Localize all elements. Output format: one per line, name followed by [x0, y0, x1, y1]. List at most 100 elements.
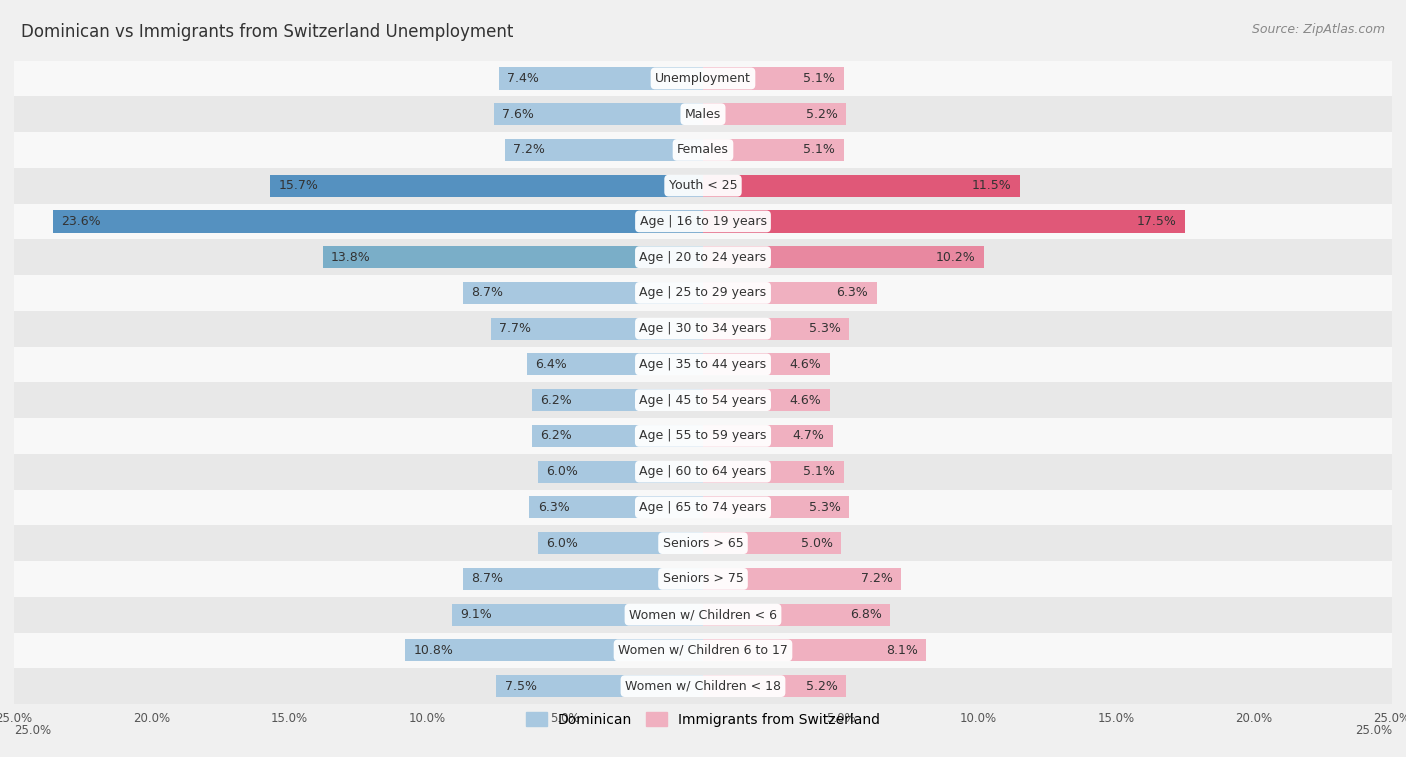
- Bar: [703, 603, 890, 626]
- Text: 6.0%: 6.0%: [546, 537, 578, 550]
- Text: Males: Males: [685, 107, 721, 120]
- Text: 5.1%: 5.1%: [803, 465, 835, 478]
- Bar: [14, 382, 1392, 418]
- Text: Age | 60 to 64 years: Age | 60 to 64 years: [640, 465, 766, 478]
- Bar: [530, 497, 703, 519]
- Text: Age | 16 to 19 years: Age | 16 to 19 years: [640, 215, 766, 228]
- Text: 15.7%: 15.7%: [278, 179, 319, 192]
- Text: 25.0%: 25.0%: [14, 724, 51, 737]
- Bar: [505, 139, 703, 161]
- Bar: [703, 497, 849, 519]
- Bar: [14, 96, 1392, 132]
- Bar: [14, 668, 1392, 704]
- Text: 13.8%: 13.8%: [330, 251, 371, 263]
- Bar: [14, 525, 1392, 561]
- Text: 7.6%: 7.6%: [502, 107, 534, 120]
- Bar: [463, 568, 703, 590]
- Bar: [14, 597, 1392, 633]
- Bar: [405, 640, 703, 662]
- Text: Age | 45 to 54 years: Age | 45 to 54 years: [640, 394, 766, 407]
- Text: 7.4%: 7.4%: [508, 72, 540, 85]
- Bar: [499, 67, 703, 89]
- Text: Women w/ Children < 6: Women w/ Children < 6: [628, 608, 778, 621]
- Text: 9.1%: 9.1%: [461, 608, 492, 621]
- Text: Source: ZipAtlas.com: Source: ZipAtlas.com: [1251, 23, 1385, 36]
- Legend: Dominican, Immigrants from Switzerland: Dominican, Immigrants from Switzerland: [520, 706, 886, 733]
- Text: 6.3%: 6.3%: [837, 286, 869, 300]
- Bar: [703, 67, 844, 89]
- Bar: [14, 633, 1392, 668]
- Bar: [14, 132, 1392, 168]
- Text: 8.1%: 8.1%: [886, 644, 918, 657]
- Bar: [703, 318, 849, 340]
- Text: Age | 35 to 44 years: Age | 35 to 44 years: [640, 358, 766, 371]
- Bar: [527, 354, 703, 375]
- Bar: [703, 103, 846, 125]
- Text: 7.2%: 7.2%: [862, 572, 893, 585]
- Text: 6.8%: 6.8%: [851, 608, 882, 621]
- Text: 5.3%: 5.3%: [808, 322, 841, 335]
- Bar: [491, 318, 703, 340]
- Bar: [703, 389, 830, 411]
- Bar: [537, 532, 703, 554]
- Bar: [494, 103, 703, 125]
- Bar: [531, 425, 703, 447]
- Text: 6.0%: 6.0%: [546, 465, 578, 478]
- Bar: [703, 210, 1185, 232]
- Bar: [14, 239, 1392, 275]
- Bar: [52, 210, 703, 232]
- Text: Age | 25 to 29 years: Age | 25 to 29 years: [640, 286, 766, 300]
- Bar: [14, 418, 1392, 453]
- Bar: [14, 311, 1392, 347]
- Bar: [14, 204, 1392, 239]
- Bar: [14, 347, 1392, 382]
- Bar: [703, 532, 841, 554]
- Text: Seniors > 75: Seniors > 75: [662, 572, 744, 585]
- Text: 11.5%: 11.5%: [972, 179, 1012, 192]
- Text: 4.7%: 4.7%: [793, 429, 824, 442]
- Bar: [703, 246, 984, 268]
- Bar: [703, 175, 1019, 197]
- Text: Dominican vs Immigrants from Switzerland Unemployment: Dominican vs Immigrants from Switzerland…: [21, 23, 513, 41]
- Bar: [537, 460, 703, 483]
- Bar: [14, 490, 1392, 525]
- Bar: [323, 246, 703, 268]
- Bar: [703, 354, 830, 375]
- Bar: [270, 175, 703, 197]
- Text: Females: Females: [678, 143, 728, 157]
- Text: 7.2%: 7.2%: [513, 143, 544, 157]
- Text: 23.6%: 23.6%: [60, 215, 101, 228]
- Text: 7.5%: 7.5%: [505, 680, 537, 693]
- Text: 5.1%: 5.1%: [803, 72, 835, 85]
- Text: 6.2%: 6.2%: [540, 429, 572, 442]
- Text: Youth < 25: Youth < 25: [669, 179, 737, 192]
- Text: 25.0%: 25.0%: [1355, 724, 1392, 737]
- Text: 8.7%: 8.7%: [471, 286, 503, 300]
- Text: 5.1%: 5.1%: [803, 143, 835, 157]
- Bar: [531, 389, 703, 411]
- Text: 8.7%: 8.7%: [471, 572, 503, 585]
- Bar: [703, 568, 901, 590]
- Bar: [703, 282, 876, 304]
- Text: Seniors > 65: Seniors > 65: [662, 537, 744, 550]
- Text: 4.6%: 4.6%: [790, 358, 821, 371]
- Bar: [14, 453, 1392, 490]
- Bar: [14, 275, 1392, 311]
- Bar: [703, 640, 927, 662]
- Bar: [14, 561, 1392, 597]
- Text: Women w/ Children < 18: Women w/ Children < 18: [626, 680, 780, 693]
- Text: 5.0%: 5.0%: [800, 537, 832, 550]
- Bar: [703, 460, 844, 483]
- Text: 17.5%: 17.5%: [1137, 215, 1177, 228]
- Text: 5.2%: 5.2%: [806, 680, 838, 693]
- Text: 5.2%: 5.2%: [806, 107, 838, 120]
- Bar: [463, 282, 703, 304]
- Bar: [703, 425, 832, 447]
- Bar: [703, 139, 844, 161]
- Text: 6.2%: 6.2%: [540, 394, 572, 407]
- Text: 6.3%: 6.3%: [537, 501, 569, 514]
- Text: 5.3%: 5.3%: [808, 501, 841, 514]
- Text: 10.2%: 10.2%: [936, 251, 976, 263]
- Bar: [14, 168, 1392, 204]
- Text: Age | 65 to 74 years: Age | 65 to 74 years: [640, 501, 766, 514]
